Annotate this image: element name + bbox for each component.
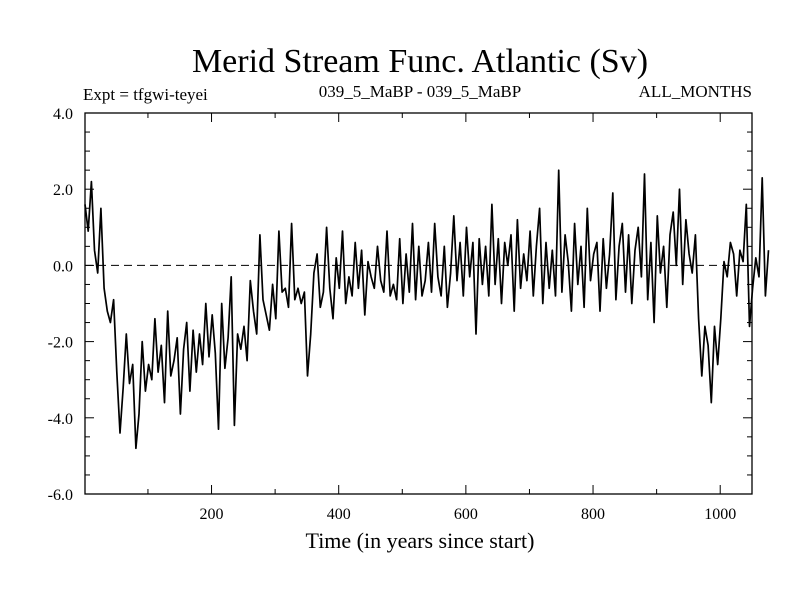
x-tick-label: 400	[327, 506, 351, 523]
y-tick-label: 4.0	[53, 106, 73, 123]
subtitle-experiment: Expt = tfgwi-teyei	[83, 85, 208, 104]
subtitle-months: ALL_MONTHS	[639, 82, 752, 101]
axis-ticks	[85, 112, 752, 495]
subtitle-period: 039_5_MaBP - 039_5_MaBP	[319, 82, 521, 101]
y-tick-label: -4.0	[48, 411, 73, 428]
y-tick-label: -2.0	[48, 335, 73, 352]
x-tick-label: 600	[454, 506, 478, 523]
series-line	[84, 169, 770, 450]
y-tick-label: 2.0	[53, 182, 73, 199]
x-tick-label: 800	[581, 506, 605, 523]
x-tick-label: 200	[200, 506, 224, 523]
x-tick-label: 1000	[704, 506, 736, 523]
y-tick-label: 0.0	[53, 258, 73, 275]
plot-frame	[84, 112, 753, 495]
axis-tick-labels: 200 400 600 800 1000 4.0 2.0 0.0 -2.0 -4.0 -6.0	[48, 106, 737, 523]
chart-title: Merid Stream Func. Atlantic (Sv)	[192, 43, 648, 80]
y-tick-label: -6.0	[48, 487, 73, 504]
x-axis-label: Time (in years since start)	[306, 528, 535, 553]
